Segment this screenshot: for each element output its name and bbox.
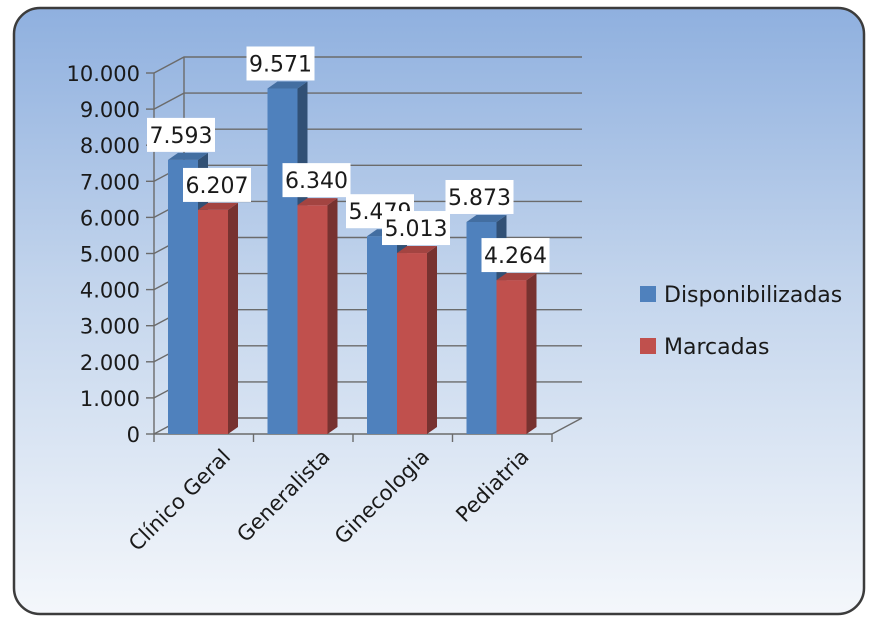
- data-label-box: [382, 211, 450, 246]
- data-label: 5.013: [382, 211, 450, 246]
- legend-item: Disponibilizadas: [640, 283, 842, 308]
- legend-label: Marcadas: [664, 335, 770, 360]
- bar-top: [466, 214, 507, 222]
- bar-top: [168, 152, 208, 160]
- data-label-box: [246, 46, 315, 81]
- bar-side: [526, 273, 537, 434]
- data-label-text: 6.340: [285, 169, 348, 194]
- bar-marcadas: [397, 246, 437, 434]
- bar-chart: 0 1.000 2.000 3.000 4.000 5.000 6.000 7.000 8.00…: [12, 6, 866, 616]
- y-tick-label: 3.000: [80, 315, 140, 339]
- y-tick-label: 4.000: [80, 279, 140, 303]
- y-tick-label: 10.000: [67, 62, 140, 86]
- bar-front: [397, 253, 427, 434]
- data-label-text: 4.264: [484, 244, 547, 269]
- bar-top: [198, 202, 238, 210]
- data-label-text: 9.571: [249, 52, 312, 77]
- bar-marcadas: [198, 202, 238, 434]
- bar-front: [496, 280, 527, 434]
- data-label: 6.207: [183, 167, 251, 202]
- y-tick-label: 5.000: [80, 243, 140, 267]
- chart-background: [12, 6, 866, 616]
- data-label-text: 7.593: [150, 124, 213, 149]
- data-label-box: [445, 179, 514, 214]
- y-tick-label: 2.000: [80, 351, 140, 375]
- bar-side: [228, 202, 238, 434]
- legend: Disponibilizadas Marcadas: [640, 283, 842, 360]
- bar-side: [427, 246, 437, 434]
- bar-marcadas: [297, 198, 338, 434]
- bar-side: [327, 198, 338, 434]
- bar-front: [168, 159, 198, 434]
- legend-label: Disponibilizadas: [664, 283, 842, 308]
- data-label-box: [282, 163, 351, 198]
- data-label: 9.571: [246, 46, 315, 81]
- bar-front: [267, 88, 298, 434]
- y-tick-label: 7.000: [80, 170, 140, 194]
- floor-edge: [551, 417, 583, 435]
- y-tick-label: 8.000: [80, 134, 140, 158]
- legend-swatch: [640, 286, 656, 302]
- data-label: 6.340: [282, 163, 351, 198]
- bar-marcadas: [496, 273, 537, 434]
- bar-top: [397, 246, 437, 254]
- legend-item: Marcadas: [640, 335, 770, 360]
- bar-front: [297, 205, 328, 434]
- data-label-text: 5.013: [385, 217, 448, 242]
- data-label-text: 6.207: [186, 174, 249, 199]
- y-tick-label: 6.000: [80, 206, 140, 230]
- legend-swatch: [640, 338, 656, 354]
- y-tick-label: 9.000: [80, 98, 140, 122]
- data-label: 5.873: [445, 179, 514, 214]
- bar-top: [267, 81, 308, 89]
- bar-front: [367, 236, 397, 434]
- data-label: 7.593: [147, 117, 215, 152]
- y-tick-label: 1.000: [80, 387, 140, 411]
- chart-frame: 0 1.000 2.000 3.000 4.000 5.000 6.000 7.000 8.00…: [12, 6, 868, 618]
- data-label-box: [481, 238, 550, 273]
- data-label-box: [147, 117, 215, 152]
- bar-top: [496, 273, 537, 281]
- data-label-text: 5.873: [448, 186, 511, 211]
- bar-front: [198, 209, 228, 434]
- data-label-box: [183, 167, 251, 202]
- y-tick-label: 0: [127, 423, 140, 447]
- bar-top: [297, 198, 338, 206]
- data-label: 4.264: [481, 238, 550, 273]
